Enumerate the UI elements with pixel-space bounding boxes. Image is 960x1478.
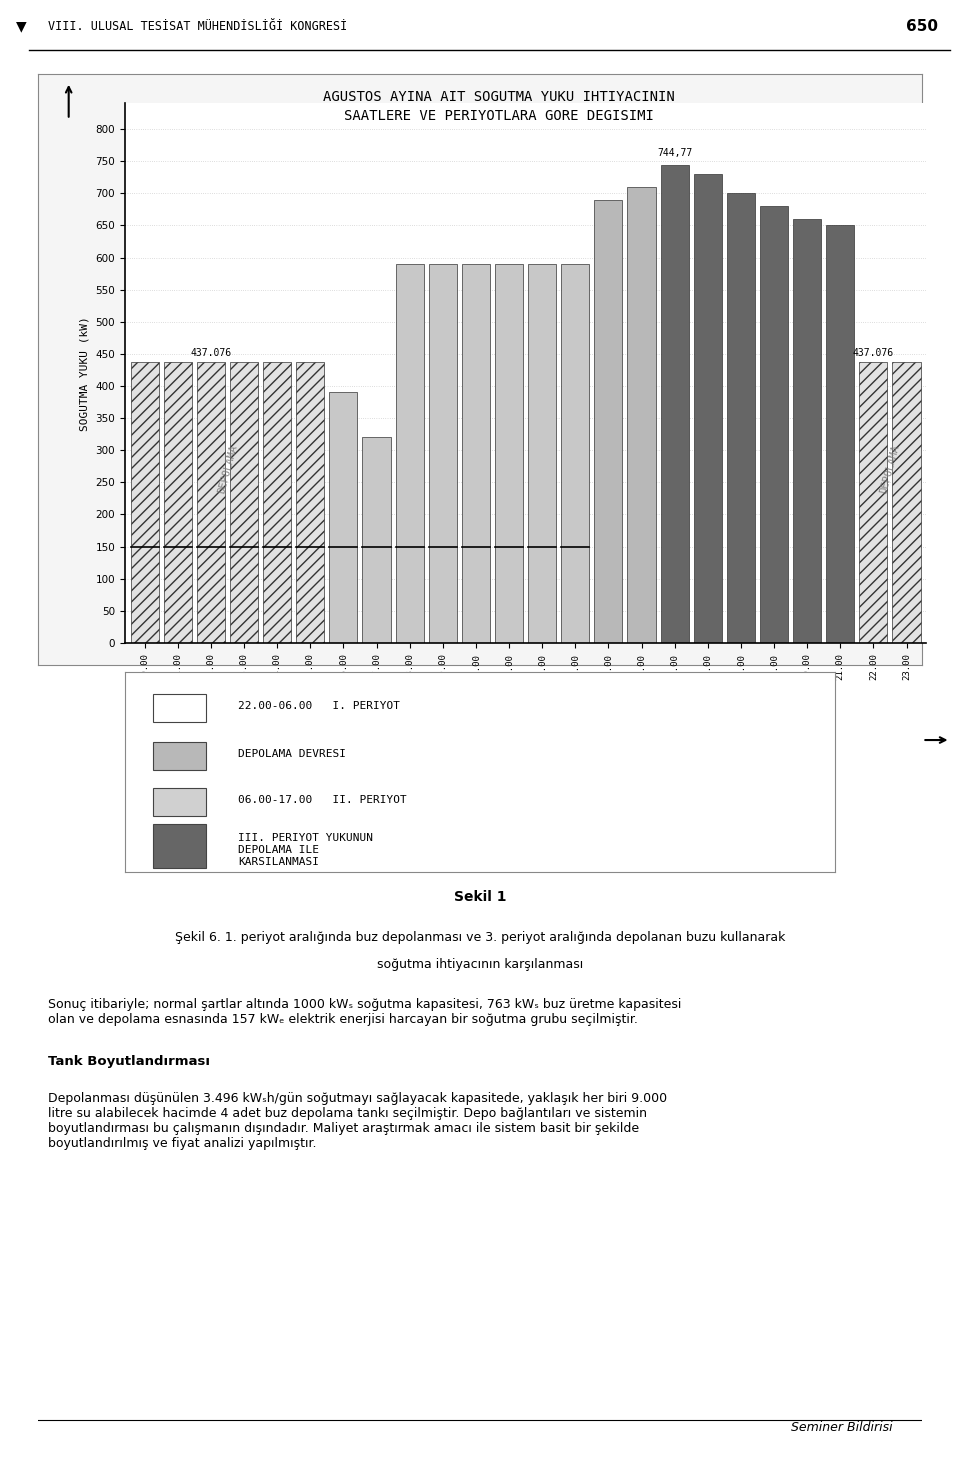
Bar [263,362,291,643]
Text: 744,77: 744,77 [657,148,692,158]
X-axis label: SAAT (h): SAAT (h) [495,690,556,704]
Bar [893,362,921,643]
Bar [495,265,523,643]
Bar [793,219,821,643]
Bar [628,186,656,643]
Bar [197,362,225,643]
Bar [594,200,622,643]
Text: soğutma ihtiyacının karşılanması: soğutma ihtiyacının karşılanması [377,958,583,971]
Bar [297,362,324,643]
Bar [131,362,158,643]
Bar [154,788,206,816]
Text: 06.00-17.00   II. PERIYOT: 06.00-17.00 II. PERIYOT [238,795,407,806]
Bar [727,194,755,643]
Bar [429,265,457,643]
Bar [859,362,887,643]
Bar [154,742,206,770]
Bar [230,362,258,643]
Bar [154,825,206,868]
Text: DEPOLAMA DEVRESI: DEPOLAMA DEVRESI [238,749,347,760]
Text: Seminer Bildirisi: Seminer Bildirisi [791,1420,893,1434]
Text: VIII. ULUSAL TESİSAT MÜHENDİSLİĞİ KONGRESİ: VIII. ULUSAL TESİSAT MÜHENDİSLİĞİ KONGRE… [48,19,348,33]
Text: Şekil 6. 1. periyot aralığında buz depolanması ve 3. periyot aralığında depolana: Şekil 6. 1. periyot aralığında buz depol… [175,931,785,944]
Y-axis label: SOGUTMA YUKU (kW): SOGUTMA YUKU (kW) [80,316,90,430]
Bar [660,164,688,643]
Text: Tank Boyutlandırması: Tank Boyutlandırması [48,1055,210,1069]
Text: Depolanması düşünülen 3.496 kWₛh/gün soğutmayı sağlayacak kapasitede, yaklaşık h: Depolanması düşünülen 3.496 kWₛh/gün soğ… [48,1092,667,1150]
Bar [363,437,391,643]
Text: ▼: ▼ [15,19,27,33]
Bar [329,393,357,643]
Text: 437.076: 437.076 [190,347,231,358]
Bar [528,265,556,643]
Bar [562,265,589,643]
Text: 437.076: 437.076 [852,347,894,358]
Text: Sonuç itibariyle; normal şartlar altında 1000 kWₛ soğutma kapasitesi, 763 kWₛ bu: Sonuç itibariyle; normal şartlar altında… [48,998,682,1026]
Text: DEPOLAMA: DEPOLAMA [216,443,239,495]
Bar [164,362,192,643]
Text: 22.00-06.00   I. PERIYOT: 22.00-06.00 I. PERIYOT [238,702,400,711]
Text: 650: 650 [905,19,938,34]
Text: AGUSTOS AYINA AIT SOGUTMA YUKU IHTIYACININ
SAATLERE VE PERIYOTLARA GORE DEGISIMI: AGUSTOS AYINA AIT SOGUTMA YUKU IHTIYACIN… [324,90,675,123]
Bar [462,265,490,643]
Bar [760,207,788,643]
Text: III. PERIYOT YUKUNUN
DEPOLAMA ILE
KARSILANMASI: III. PERIYOT YUKUNUN DEPOLAMA ILE KARSIL… [238,834,373,866]
Bar [396,265,423,643]
Bar [827,226,854,643]
Text: Sekil 1: Sekil 1 [454,890,506,905]
Bar [154,695,206,723]
Bar [694,174,722,643]
Text: DEPOLAMA: DEPOLAMA [878,443,901,495]
